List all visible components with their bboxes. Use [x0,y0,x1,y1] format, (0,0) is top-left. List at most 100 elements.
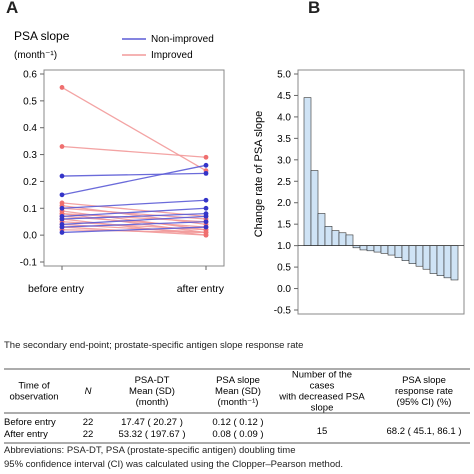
series-line-7 [61,226,207,234]
table-header-4-1: cases [310,381,335,392]
series-point-1-0 [59,192,65,198]
series-point-9-0 [59,144,65,149]
chart-b-ytick-label-9: 0.5 [277,263,291,274]
footnote-ci: 95% confidence interval (CI) was calcula… [4,459,344,470]
table-row-0-psadt: 17.47 ( 20.27 ) [121,417,183,428]
series-line-5 [61,215,207,226]
series-point-1-1 [203,162,209,168]
chart-a-ytick-label-1: 0.0 [23,231,37,242]
bar-13 [394,245,403,258]
table-row-0-n: 22 [83,417,94,428]
chart-b-group: 5.0 4.5 4.0 3.5 3.0 2.5 2.0 1.5 1.0 0.5 0.0 -0.5 Cha… [253,69,465,317]
table-decreased-cases: 15 [317,426,328,437]
chart-a-group: PSA slope (month⁻¹) Non-improved Improved -0… [14,29,225,295]
series-line-1 [61,164,207,196]
series-line-0 [61,172,207,177]
series-line-2 [61,199,207,209]
table-header-2-1: Mean (SD) [129,386,175,397]
bar-1 [310,170,319,246]
table-row-0-slope: 0.12 ( 0.12 ) [212,417,263,428]
chart-a-xtick-label-0: before entry [28,283,85,295]
table-row-1-time: After entry [4,429,48,440]
table-header-4-0: Number of the [292,370,352,381]
chart-b-ytick-label-6: 2.0 [277,198,291,209]
series-point-6-1 [203,219,209,225]
bar-8 [359,245,368,251]
bar-16 [415,245,424,267]
chart-b-ytick-label-2: 4.0 [277,112,291,123]
chart-b-ytick-label-1: 4.5 [277,91,291,102]
series-line-21 [61,229,207,234]
chart-a-yunit: (month⁻¹) [14,50,57,61]
footnotes: Abbreviations: PSA-DT, PSA (prostate-spe… [4,444,343,472]
chart-b-ytick-label-11: -0.5 [274,306,292,317]
series-line-15 [61,213,207,234]
chart-b: 5.0 4.5 4.0 3.5 3.0 2.5 2.0 1.5 1.0 0.5 0.0 -0.5 Cha… [253,69,465,317]
chart-b-ylabel: Change rate of PSA slope [253,111,265,238]
bar-20 [443,245,452,279]
chart-a-ytick-label-7: 0.6 [23,70,37,81]
bar-5 [338,232,347,246]
chart-b-frame [297,69,465,315]
bar-4 [331,230,340,246]
table-header-1-0: N [85,386,92,397]
table-header-5-1: response rate [395,386,453,397]
table-header-3-1: Mean (SD) [215,386,261,397]
bar-18 [429,245,438,274]
bar-21 [450,245,459,281]
series-line-8 [61,86,207,172]
panel-b-label: B [308,0,321,17]
footnote-abbreviations: Abbreviations: PSA-DT, PSA (prostate-spe… [4,445,296,456]
chart-b-ytick-label-8: 1.0 [277,241,291,252]
results-table-wrapper: Time of observation N PSA-DT Mean (SD) (month… [4,367,470,452]
chart-b-ytick-label-4: 3.0 [277,155,291,166]
chart-a-ylabel: PSA slope [14,29,70,43]
series-point-4-0 [59,216,65,222]
chart-b-ytick-label-3: 3.5 [277,134,291,145]
chart-a-xtick-label-1: after entry [177,283,225,295]
chart-b-ytick-label-0: 5.0 [277,70,291,81]
table-header-4-2: with decreased PSA [278,392,365,403]
table-header-2-0: PSA-DT [135,375,170,386]
chart-b-ytick-label-10: 0.0 [277,284,291,295]
chart-b-ytick-label-5: 2.5 [277,177,291,188]
chart-a-ytick-label-6: 0.5 [23,96,37,107]
table-row-0-time: Before entry [4,417,56,428]
bar-0 [303,97,312,246]
series-point-6-0 [59,224,65,230]
table-header-0-0: Time of [18,381,50,392]
series-point-8-0 [59,85,65,90]
legend-label-0: Non-improved [151,34,214,45]
legend-label-1: Improved [151,50,193,61]
chart-a-ytick-label-5: 0.4 [23,123,37,134]
series-point-9-1 [203,154,209,160]
series-line-3 [61,207,207,217]
table-header-0-1: observation [9,392,58,403]
bar-10 [373,245,382,253]
series-point-21-1 [203,230,209,235]
table-caption: The secondary end-point; prostate-specif… [4,340,304,351]
table-row-1-slope: 0.08 ( 0.09 ) [212,429,263,440]
chart-a-frame [43,69,225,267]
bar-12 [387,245,396,256]
series-point-7-1 [203,224,209,230]
panel-a-label: A [6,0,19,17]
series-point-0-0 [59,173,65,179]
series-point-2-1 [203,197,209,203]
table-response-rate: 68.2 ( 45.1, 86.1 ) [387,426,462,437]
chart-a-ytick-label-3: 0.2 [23,177,37,188]
series-line-11 [61,204,207,226]
table-header-2-2: (month) [136,397,169,408]
series-line-6 [61,221,207,228]
bar-14 [401,245,410,261]
series-line-9 [61,145,207,158]
bar-15 [408,245,417,264]
table-header-5-0: PSA slope [402,375,446,386]
bar-2 [317,213,326,246]
table-row-1-psadt: 53.32 ( 197.67 ) [118,429,185,440]
chart-b-ytick-label-7: 1.5 [277,220,291,231]
bar-6 [345,234,354,246]
table-header-3-0: PSA slope [216,375,260,386]
